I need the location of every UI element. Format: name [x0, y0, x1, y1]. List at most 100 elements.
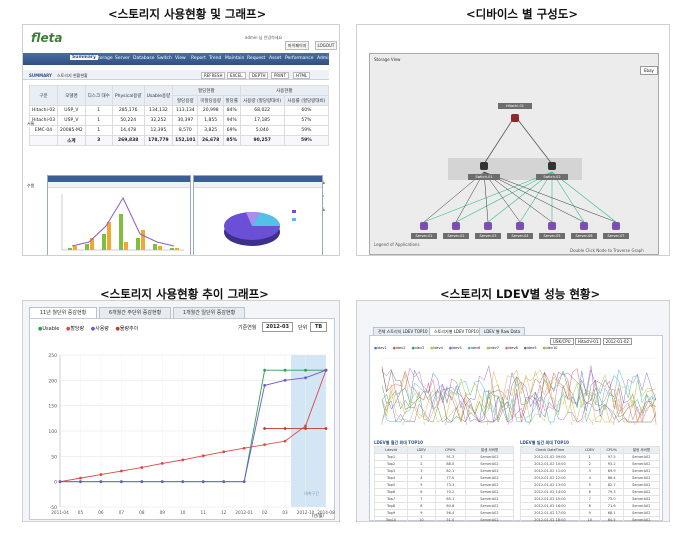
cell: ServerA02 [622, 474, 661, 482]
unit-label: 단위 [298, 325, 308, 331]
server-node-label: Server-07 [603, 233, 629, 239]
depth-button[interactable]: DEPTH [249, 72, 269, 79]
nav-tab-storage[interactable]: Storage [95, 56, 113, 61]
y-tick-label: 100 [48, 429, 57, 435]
html-button[interactable]: HTML [293, 72, 311, 79]
table-row[interactable]: Top2 2 88.0 ServerA02 [373, 460, 515, 468]
table-row[interactable]: Top3 3 82.1 ServerA02 [373, 467, 515, 475]
nav-tab-maintain[interactable]: Maintain [225, 56, 245, 61]
x-tick-label: 2014-08 [317, 510, 335, 515]
switch-node-icon[interactable] [480, 162, 488, 170]
table-row[interactable]: 2012-01-02 14:00 6 79.3 ServerA02 [520, 488, 661, 496]
server-node-icon[interactable] [484, 222, 492, 230]
table-row[interactable]: 2012-01-02 13:00 5 82.7 ServerA02 [520, 481, 661, 489]
legend-label: 할당량 [70, 326, 85, 332]
nav-tab-database[interactable]: Database [133, 56, 155, 61]
server-node-icon[interactable] [580, 222, 588, 230]
table-row[interactable]: 2012-01-02 17:00 9 68.1 ServerA02 [520, 509, 661, 517]
refresh-button[interactable]: REFRESH [201, 72, 226, 79]
nav-tab-trend[interactable]: Trend [209, 56, 222, 61]
legend-label: ldev2 [395, 346, 406, 350]
cell: 1 [407, 453, 436, 461]
breadcrumb-root[interactable]: SUMMARY [29, 73, 52, 78]
switch-node-label: Switch-02 [536, 174, 568, 180]
cell: 82.7 [599, 481, 624, 489]
popup-header [48, 176, 190, 182]
data-point [283, 439, 287, 443]
nav-tab-report[interactable]: Report [191, 56, 206, 61]
cell: 77.0 [434, 474, 466, 482]
legend-swatch: ● [486, 346, 490, 350]
nav-tab-request[interactable]: Request [247, 56, 266, 61]
nav-tab-admin[interactable]: Admin [317, 56, 332, 61]
cell: 57% [283, 115, 330, 126]
cell: 50,224 [111, 115, 145, 126]
ebay-button[interactable]: Ebay [640, 66, 658, 75]
table-row[interactable]: Top4 4 77.0 ServerA02 [373, 474, 515, 482]
table-row[interactable]: Top5 5 73.3 ServerA02 [373, 481, 515, 489]
table-row[interactable]: Hitachi-03 USP_V 1 50,224 32,252 30,397 1,855 9… [28, 115, 330, 126]
nav-tab-server[interactable]: Server [115, 56, 130, 61]
table-row[interactable]: 2012-01-02 11:00 3 89.9 ServerA02 [520, 467, 661, 475]
col-subheader: 미할당용량 [197, 95, 224, 106]
nav-tab-switch[interactable]: Switch [157, 56, 172, 61]
server-node-icon[interactable] [420, 222, 428, 230]
cell: 17,185 [239, 115, 285, 126]
table-row[interactable]: Top8 8 60.8 ServerA02 [373, 502, 515, 510]
table-row[interactable]: Top9 9 56.4 ServerA02 [373, 509, 515, 517]
x-tick-label: 05 [78, 510, 84, 515]
period-select[interactable]: 2012-03 [262, 322, 293, 332]
ldev-content: USK/CPU Hitachi-01 2012-01-02 ●ldev1 ●lde… [369, 335, 663, 521]
server-node-icon[interactable] [612, 222, 620, 230]
cell: ServerA02 [622, 495, 661, 503]
storage-select[interactable]: Hitachi-01 [574, 338, 602, 345]
table-row[interactable]: 2012-01-02 18:00 10 64.5 ServerA02 [520, 516, 661, 521]
table-row[interactable]: Top10 10 51.0 ServerA02 [373, 516, 515, 521]
date-select[interactable]: 2012-01-02 [602, 338, 632, 345]
nav-tab-view[interactable]: View [175, 56, 186, 61]
excel-button[interactable]: EXCEL [227, 72, 246, 79]
data-point [263, 384, 267, 387]
series-line [381, 369, 657, 423]
storage-node-icon[interactable] [511, 114, 519, 122]
mypage-button[interactable]: 마이페이지 [285, 41, 310, 50]
usage-pie-popup[interactable] [193, 175, 323, 255]
cell: 2 [578, 460, 601, 468]
usage-trend-panel: 11년 월단위 증감현황 6개월간 주단위 증감현황 1개월간 일단위 증감현황… [22, 300, 340, 522]
logout-button[interactable]: LOGOUT [314, 41, 338, 50]
col-header: LDEV [407, 446, 436, 454]
switch-node-icon[interactable] [548, 162, 556, 170]
server-node-icon[interactable] [548, 222, 556, 230]
usage-graph-popup[interactable] [47, 175, 191, 255]
print-button[interactable]: PRINT [271, 72, 289, 79]
mini-bar [68, 248, 72, 250]
table-row[interactable]: Hitachi-02 USP_V 1 285,176 134,132 113,134 20,… [28, 105, 330, 116]
data-point [283, 368, 287, 372]
cell: 85% [222, 135, 241, 146]
nav-tab-performance[interactable]: Performance [285, 56, 314, 61]
server-node-icon[interactable] [452, 222, 460, 230]
link [483, 171, 553, 223]
table-row[interactable]: 2012-01-02 10:00 2 93.2 ServerA02 [520, 460, 661, 468]
subtotal-row: 소계 3 269,838 178,779 152,101 26,678 85% 90,257 5… [28, 135, 330, 146]
server-node-icon[interactable] [516, 222, 524, 230]
table-row[interactable]: Top1 1 91.3 ServerA02 [373, 453, 515, 461]
popup-header [194, 176, 322, 182]
nav-tab-summary[interactable]: Summary [70, 55, 99, 60]
metric-select[interactable]: USK/CPU [550, 338, 574, 345]
cell: 269,838 [111, 135, 145, 146]
table-row[interactable]: 2012-01-02 16:00 8 71.6 ServerA02 [520, 502, 661, 510]
table-row[interactable]: Top6 6 70.2 ServerA02 [373, 488, 515, 496]
cell: 30,397 [172, 115, 199, 126]
legend-swatch [292, 218, 296, 221]
table-row[interactable]: EMC-04 20085-M2 1 14,478 12,395 8,570 3,825 69%… [28, 125, 330, 136]
nav-tab-asset[interactable]: Asset [269, 56, 282, 61]
table-row[interactable]: 2012-01-02 12:00 4 86.4 ServerA02 [520, 474, 661, 482]
table-row[interactable]: 2012-01-02 09:00 1 97.5 ServerA02 [520, 453, 661, 461]
x-tick-label: 11 [201, 510, 207, 515]
table-row[interactable]: Top7 7 65.1 ServerA02 [373, 495, 515, 503]
table-row[interactable]: 2012-01-02 15:00 7 75.0 ServerA02 [520, 495, 661, 503]
cell: 84% [222, 105, 241, 116]
unit-select[interactable]: TB [310, 322, 328, 332]
y-tick-label: 250 [48, 353, 57, 359]
